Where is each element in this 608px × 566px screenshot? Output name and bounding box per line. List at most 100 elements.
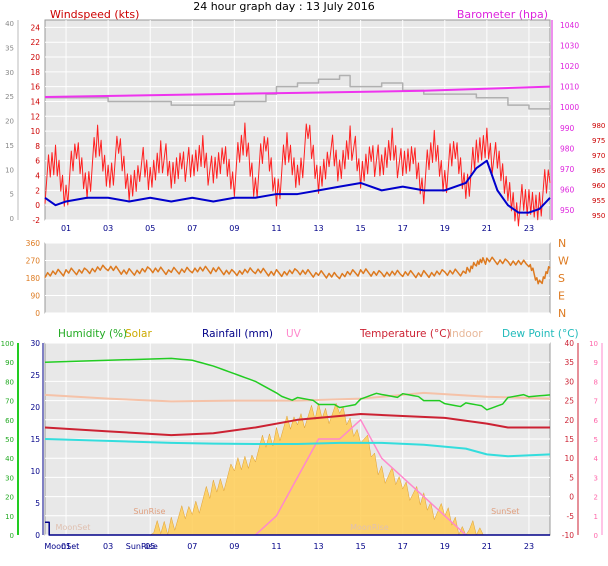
direction-tick-label: 360 bbox=[26, 239, 41, 248]
temperature-tick-label: 30 bbox=[564, 377, 574, 386]
baro-red-tick-label: 950 bbox=[592, 212, 605, 220]
temperature-tick-label: -5 bbox=[567, 512, 575, 521]
temperature-tick-label: -10 bbox=[562, 531, 574, 540]
page-title: 24 hour graph day : 13 July 2016 bbox=[193, 0, 375, 13]
wind-y-tick-label: 2 bbox=[35, 186, 40, 195]
rain-tick-label: 10 bbox=[30, 467, 40, 476]
humidity-tick-label: 90 bbox=[5, 359, 14, 367]
wind-x-tick-label: 15 bbox=[356, 224, 366, 233]
baro-tick-label: 970 bbox=[560, 165, 575, 174]
uv-tick-label: 4 bbox=[594, 455, 599, 463]
baro-tick-label: 1030 bbox=[560, 42, 579, 51]
uv-tick-label: 5 bbox=[594, 436, 598, 444]
sunrise-x-label: SunRise bbox=[126, 542, 158, 551]
direction-tick-label: 0 bbox=[35, 309, 40, 318]
temperature-tick-label: 25 bbox=[564, 397, 574, 406]
uv-line bbox=[254, 419, 467, 536]
gust-y-tick-label: 25 bbox=[5, 93, 14, 101]
wind-y-tick-label: 24 bbox=[30, 23, 40, 32]
compass-label: N bbox=[558, 237, 566, 250]
wind-y-tick-label: 22 bbox=[30, 38, 40, 47]
uv-tick-label: 9 bbox=[594, 359, 598, 367]
baro-red-tick-label: 980 bbox=[592, 122, 605, 130]
moonset-marker: MoonSet bbox=[56, 523, 91, 532]
wind-direction-line bbox=[44, 256, 551, 285]
sunrise-marker: SunRise bbox=[133, 507, 165, 516]
uv-tick-label: 6 bbox=[594, 417, 599, 425]
rain-tick-label: 30 bbox=[30, 339, 40, 348]
baro-label: Barometer (hpa) bbox=[457, 8, 548, 21]
temperature-tick-label: 5 bbox=[569, 473, 574, 482]
wind-panel-bg bbox=[44, 19, 551, 221]
humidity-tick-label: 0 bbox=[10, 532, 14, 540]
uv-tick-label: 0 bbox=[594, 532, 598, 540]
gust-y-tick-label: 40 bbox=[5, 20, 14, 28]
gust-y-tick-label: 35 bbox=[5, 44, 14, 52]
gust-y-tick-label: 30 bbox=[5, 69, 14, 77]
rain-tick-label: 25 bbox=[30, 371, 40, 380]
temperature-tick-label: 0 bbox=[569, 493, 574, 502]
temperature-tick-label: 15 bbox=[564, 435, 574, 444]
direction-tick-label: 180 bbox=[26, 274, 41, 283]
wind-y-tick-label: 12 bbox=[30, 112, 40, 121]
wind-y-tick-label: 6 bbox=[35, 157, 40, 166]
dewpoint-line bbox=[44, 438, 551, 458]
wind-x-tick-label: 17 bbox=[398, 224, 408, 233]
gust-line bbox=[45, 74, 551, 110]
compass-label: E bbox=[558, 290, 565, 303]
humidity-tick-label: 60 bbox=[5, 417, 14, 425]
rainfall-label: Rainfall (mm) bbox=[202, 328, 273, 340]
barometer-line bbox=[44, 85, 551, 98]
baro-tick-label: 950 bbox=[560, 206, 575, 215]
baro-tick-label: 1020 bbox=[560, 62, 579, 71]
wind-y-tick-label: 16 bbox=[30, 83, 40, 92]
baro-tick-label: 1000 bbox=[560, 103, 579, 112]
dewpoint-label: Dew Point (°C) bbox=[502, 328, 579, 340]
climate-x-tick-label: 03 bbox=[103, 542, 113, 551]
wind-x-tick-label: 13 bbox=[313, 224, 323, 233]
humidity-tick-label: 80 bbox=[5, 378, 14, 386]
uv-tick-label: 8 bbox=[594, 378, 598, 386]
humidity-tick-label: 70 bbox=[5, 398, 14, 406]
sunset-marker: SunSet bbox=[491, 507, 519, 516]
wind-y-tick-label: 0 bbox=[35, 201, 40, 210]
baro-red-tick-label: 955 bbox=[592, 197, 605, 205]
baro-red-tick-label: 975 bbox=[592, 137, 605, 145]
wind-y-tick-label: 20 bbox=[30, 53, 40, 62]
climate-x-tick-label: 23 bbox=[524, 542, 534, 551]
baro-tick-label: 960 bbox=[560, 185, 575, 194]
moonrise-marker: MoonRise bbox=[350, 523, 389, 532]
wind-y-tick-label: 18 bbox=[30, 68, 40, 77]
temperature-label: Temperature (°C) bbox=[359, 328, 451, 340]
temperature-line bbox=[44, 413, 550, 437]
climate-x-tick-label: 09 bbox=[229, 542, 239, 551]
climate-x-tick-label: 05 bbox=[145, 542, 155, 551]
temperature-tick-label: 20 bbox=[564, 416, 574, 425]
indoor-temp-line bbox=[44, 391, 551, 403]
moonset-x-label: MoonSet bbox=[44, 542, 79, 551]
baro-tick-label: 1040 bbox=[560, 21, 579, 30]
climate-x-tick-label: 07 bbox=[187, 542, 197, 551]
wind-x-tick-label: 09 bbox=[229, 224, 239, 233]
humidity-tick-label: 20 bbox=[5, 494, 14, 502]
rainfall-line bbox=[45, 521, 550, 536]
gust-y-tick-label: 15 bbox=[5, 142, 14, 150]
baro-red-tick-label: 970 bbox=[592, 152, 605, 160]
uv-label: UV bbox=[286, 328, 302, 340]
humidity-tick-label: 30 bbox=[5, 474, 14, 482]
wind-label: Windspeed (kts) bbox=[50, 8, 139, 21]
solar-label: Solar bbox=[125, 328, 152, 340]
baro-red-tick-label: 965 bbox=[592, 167, 605, 175]
rain-tick-label: 15 bbox=[30, 435, 40, 444]
humidity-tick-label: 50 bbox=[5, 436, 14, 444]
indoor-label: Indoor bbox=[449, 328, 483, 340]
humidity-line bbox=[44, 357, 551, 411]
temperature-tick-label: 10 bbox=[564, 454, 574, 463]
climate-x-tick-label: 15 bbox=[356, 542, 366, 551]
wind-x-tick-label: 07 bbox=[187, 224, 197, 233]
wind-x-tick-label: 21 bbox=[482, 224, 492, 233]
wind-y-tick-label: 10 bbox=[30, 127, 40, 136]
humidity-tick-label: 10 bbox=[5, 513, 14, 521]
uv-tick-label: 1 bbox=[594, 513, 598, 521]
